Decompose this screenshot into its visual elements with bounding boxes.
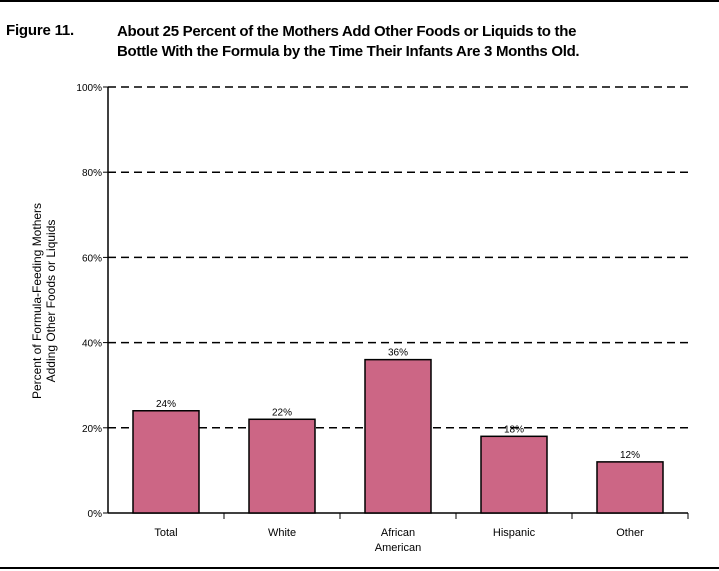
y-tick-label: 20% xyxy=(82,424,102,435)
bar xyxy=(364,358,432,514)
y-tick-label: 0% xyxy=(88,509,103,520)
x-category-label: American xyxy=(375,542,421,554)
y-axis-label-line-2: Adding Other Foods or Liquids xyxy=(44,220,58,383)
top-rule xyxy=(0,0,719,2)
bar xyxy=(132,410,200,514)
labels: 0% 20% 40% 60% 80% 100% 24% Total 22% White 36% Afr… xyxy=(76,83,644,554)
bar-value-label: 12% xyxy=(620,450,640,461)
figure-title: About 25 Percent of the Mothers Add Othe… xyxy=(117,22,717,62)
x-category-label: Total xyxy=(154,527,177,539)
y-tick-label: 80% xyxy=(82,168,102,179)
y-axis-label-line-1: Percent of Formula-Feeding Mothers xyxy=(30,203,44,399)
bar-value-label: 18% xyxy=(504,424,524,435)
x-category-label: Other xyxy=(616,527,644,539)
bar xyxy=(248,418,316,514)
x-category-label: Hispanic xyxy=(493,527,536,539)
bar-value-label: 22% xyxy=(272,407,292,418)
x-category-label: White xyxy=(268,527,296,539)
x-category-label: African xyxy=(381,527,415,539)
figure-title-line-1: About 25 Percent of the Mothers Add Othe… xyxy=(117,23,577,40)
figure-label: Figure 11. xyxy=(6,22,75,39)
y-tick-label: 40% xyxy=(82,339,102,350)
bar-value-label: 24% xyxy=(156,399,176,410)
bar xyxy=(596,461,664,514)
bar xyxy=(480,435,548,514)
figure-title-line-2: Bottle With the Formula by the Time Thei… xyxy=(117,43,580,60)
bars xyxy=(132,358,664,514)
y-tick-label: 100% xyxy=(76,83,102,94)
y-tick-label: 60% xyxy=(82,253,102,264)
bottom-rule xyxy=(0,567,719,569)
bar-value-label: 36% xyxy=(388,348,408,359)
